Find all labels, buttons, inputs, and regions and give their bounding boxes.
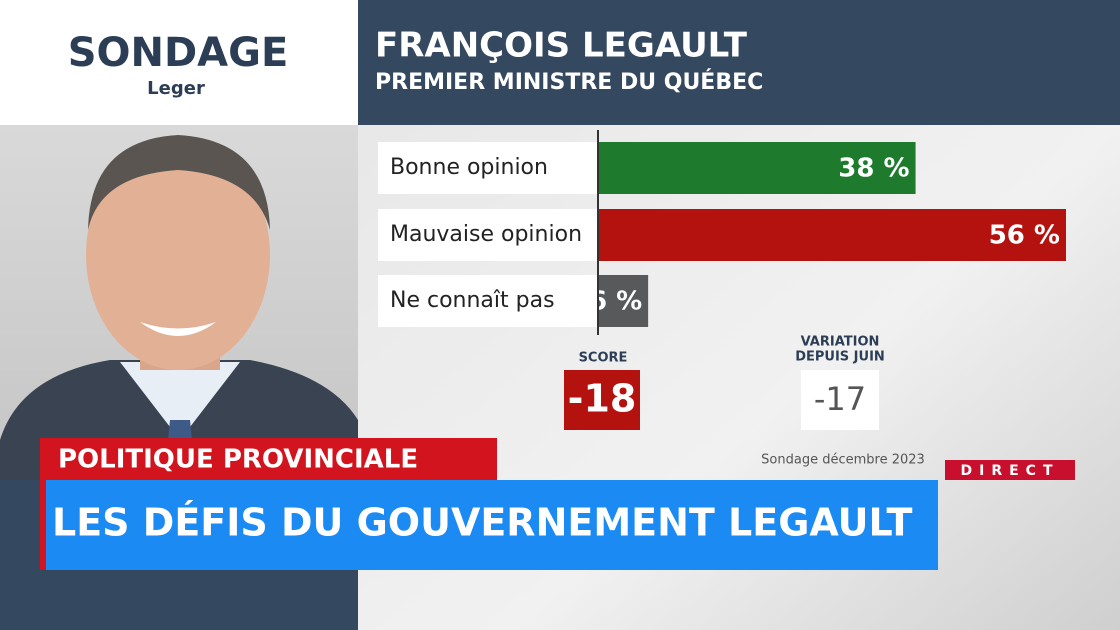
bar-chart: Bonne opinion 38 % Mauvaise opinion 56 % Ne …	[378, 142, 1066, 327]
brand: Leger	[147, 78, 205, 99]
bar	[598, 275, 649, 327]
bar	[598, 209, 1066, 261]
score-value: -18	[568, 377, 637, 421]
headline: LES DÉFIS DU GOUVERNEMENT LEGAULT	[52, 501, 912, 545]
category-label: Mauvaise opinion	[390, 222, 582, 247]
score-label: SCORE	[579, 351, 628, 366]
variation-value: -17	[814, 380, 866, 418]
chart-title: FRANÇOIS LEGAULT	[375, 26, 748, 66]
title-band	[358, 0, 1120, 125]
headline-box	[40, 480, 938, 570]
category-label: Bonne opinion	[390, 155, 548, 180]
kicker: POLITIQUE PROVINCIALE	[58, 445, 418, 475]
value-label: 6 %	[589, 287, 642, 317]
kicker-box	[40, 438, 497, 480]
source: Sondage décembre 2023	[761, 453, 925, 468]
live-badge	[945, 460, 1075, 480]
label-box	[378, 275, 598, 327]
logo-panel	[0, 0, 358, 125]
live-text: DIRECT	[961, 463, 1060, 479]
variation-label: DEPUIS JUIN	[795, 350, 885, 365]
logo-title: SONDAGE	[68, 30, 289, 76]
score-box	[564, 370, 640, 430]
bar	[598, 142, 916, 194]
category-label: Ne connaît pas	[390, 288, 555, 313]
headline-edge	[40, 480, 46, 570]
chart-subtitle: PREMIER MINISTRE DU QUÉBEC	[375, 69, 763, 95]
label-box	[378, 142, 598, 194]
variation-box	[801, 370, 879, 430]
label-box	[378, 209, 598, 261]
value-label: 56 %	[989, 221, 1060, 251]
variation-label: VARIATION	[801, 335, 880, 350]
value-label: 38 %	[838, 154, 909, 184]
